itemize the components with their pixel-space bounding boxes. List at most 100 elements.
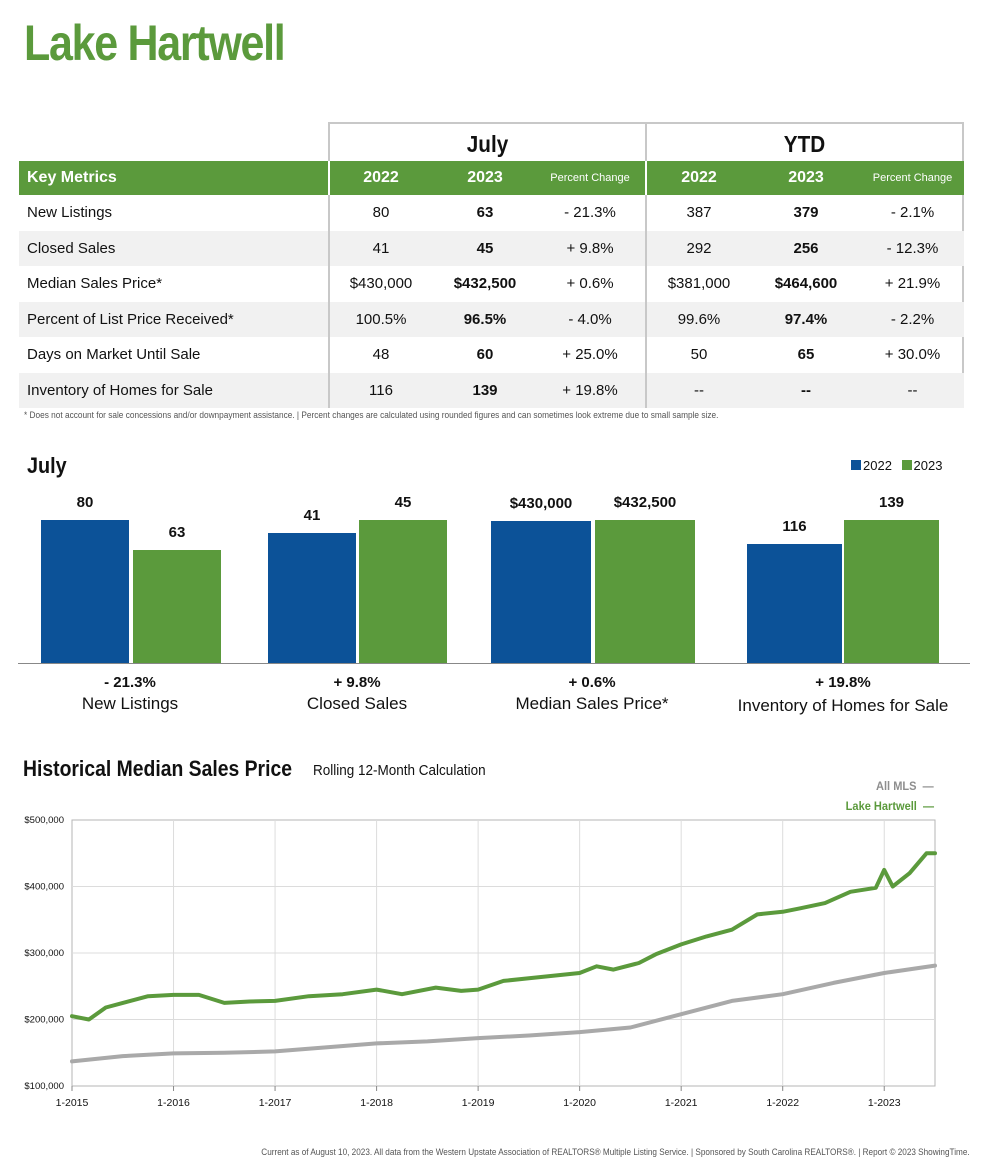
bar-value-label: 41: [303, 506, 321, 524]
x-tick-label: 1-2023: [868, 1097, 901, 1109]
bar-value-label: 63: [168, 524, 186, 542]
bar-2023: [133, 550, 221, 663]
bar-2023: [359, 520, 447, 663]
table-row: Inventory of Homes for Sale 116 139 + 19.8%…: [19, 372, 964, 408]
cell-y22: 387: [686, 204, 712, 221]
bar-2022: [268, 532, 356, 663]
bar-2023: [595, 520, 695, 663]
header-july-2022: 2022: [363, 169, 399, 186]
cell-j22: 41: [372, 239, 390, 257]
x-tick-label: 1-2021: [665, 1097, 698, 1109]
cell-ypct: - 2.1%: [890, 204, 935, 221]
column-divider: [645, 195, 647, 408]
cell-metric: Closed Sales: [27, 239, 116, 257]
cell-metric: New Listings: [27, 204, 113, 221]
bar-2022: [41, 520, 129, 663]
bar-value-label: 116: [782, 517, 807, 535]
x-tick-label: 1-2022: [766, 1097, 799, 1109]
bar-value-label: 139: [878, 494, 905, 511]
cell-ypct: - 12.3%: [886, 239, 939, 257]
table-footnote: * Does not account for sale concessions …: [24, 410, 719, 420]
series-line-all-mls: [70, 963, 937, 1064]
bar-2022: [747, 543, 842, 663]
table-row: Closed Sales 41 45 + 9.8% 292 256 - 12.3%: [19, 230, 964, 266]
cell-metric: Days on Market Until Sale: [27, 346, 201, 363]
x-tick-label: 1-2018: [360, 1097, 393, 1109]
x-tick-label: 1-2017: [259, 1097, 292, 1109]
cell-j22: 100.5%: [355, 310, 407, 328]
cell-y22: --: [694, 381, 704, 399]
cell-y23: 379: [793, 204, 819, 221]
table-header-row: Key Metrics 2022 2023 Percent Change 202…: [19, 161, 964, 195]
cell-ypct: + 30.0%: [884, 346, 941, 363]
page-title: Lake Hartwell: [24, 15, 286, 71]
table-row: Percent of List Price Received* 100.5% 96.…: [19, 301, 964, 337]
cell-metric: Median Sales Price*: [27, 275, 163, 292]
cell-j23: 63: [476, 204, 494, 221]
cell-jpct: + 19.8%: [562, 381, 618, 399]
ytd-group-heading: YTD: [783, 131, 826, 157]
cell-j23: 139: [472, 381, 498, 399]
category-label: Median Sales Price*: [515, 694, 669, 713]
bar-value-label: 80: [76, 494, 94, 511]
category-pct-change: - 21.3%: [104, 674, 156, 691]
y-tick-label: $300,000: [24, 948, 64, 959]
header-ytd-2023: 2023: [788, 169, 824, 186]
cell-jpct: + 9.8%: [566, 239, 614, 257]
cell-ypct: + 21.9%: [884, 275, 941, 292]
header-july-pct: Percent Change: [550, 172, 630, 184]
table-row: New Listings 80 63 - 21.3% 387 379 - 2.1%: [19, 195, 964, 231]
x-tick-label: 1-2016: [157, 1097, 190, 1109]
category-pct-change: + 9.8%: [333, 674, 381, 691]
bar-value-label: $430,000: [509, 494, 573, 512]
x-tick-label: 1-2020: [563, 1097, 596, 1109]
line-chart-subtitle: Rolling 12-Month Calculation: [313, 762, 486, 779]
cell-y22: 99.6%: [677, 310, 721, 328]
x-tick-label: 1-2015: [56, 1097, 89, 1109]
header-divider: [645, 161, 647, 195]
x-tick-label: 1-2019: [462, 1097, 495, 1109]
cell-y23: --: [801, 381, 811, 399]
cell-y23: 65: [797, 346, 815, 363]
legend-swatch-2023: [901, 460, 912, 470]
legend-all-mls: All MLS —: [876, 779, 934, 793]
bar-chart-title: July: [27, 453, 67, 478]
cell-y23: $464,600: [774, 275, 838, 292]
cell-j23: 45: [476, 239, 494, 257]
category-pct-change: + 0.6%: [568, 674, 616, 691]
cell-j22: 48: [372, 346, 390, 363]
category-label: New Listings: [81, 694, 179, 713]
cell-y23: 97.4%: [784, 310, 828, 328]
table-row: Median Sales Price* $430,000 $432,500 + 0.6…: [19, 266, 964, 302]
line-chart-title: Historical Median Sales Price: [23, 756, 293, 781]
cell-metric: Percent of List Price Received*: [27, 310, 234, 328]
bar-2022: [491, 520, 591, 663]
column-divider: [328, 195, 330, 408]
header-ytd-pct: Percent Change: [872, 172, 953, 184]
cell-j23: $432,500: [453, 275, 517, 292]
bar-value-label: $432,500: [613, 494, 677, 511]
cell-jpct: + 25.0%: [562, 346, 618, 363]
series-line-lake-hartwell: [70, 851, 937, 1022]
legend-label-all-mls: All MLS: [876, 779, 917, 793]
cell-metric: Inventory of Homes for Sale: [27, 381, 213, 399]
cell-ypct: --: [907, 381, 918, 399]
july-group-heading: July: [466, 131, 509, 157]
cell-j22: 80: [372, 204, 390, 221]
y-tick-label: $500,000: [24, 815, 64, 826]
bar-chart-baseline: [18, 663, 970, 664]
category-label: Closed Sales: [306, 694, 408, 713]
cell-jpct: - 4.0%: [568, 310, 612, 328]
cell-j23: 96.5%: [463, 310, 507, 328]
cell-y22: 50: [690, 346, 708, 363]
cell-y22: 292: [686, 239, 712, 257]
cell-y23: 256: [793, 239, 819, 257]
legend-swatch-2022: [851, 460, 861, 470]
page-footer: Current as of August 10, 2023. All data …: [261, 1147, 970, 1158]
table-row: Days on Market Until Sale 48 60 + 25.0% 50 65…: [19, 337, 964, 373]
legend-lake-hartwell: Lake Hartwell —: [845, 799, 934, 813]
y-tick-label: $100,000: [24, 1081, 64, 1092]
header-july-2023: 2023: [467, 169, 503, 186]
key-metrics-header: Key Metrics: [27, 169, 117, 186]
